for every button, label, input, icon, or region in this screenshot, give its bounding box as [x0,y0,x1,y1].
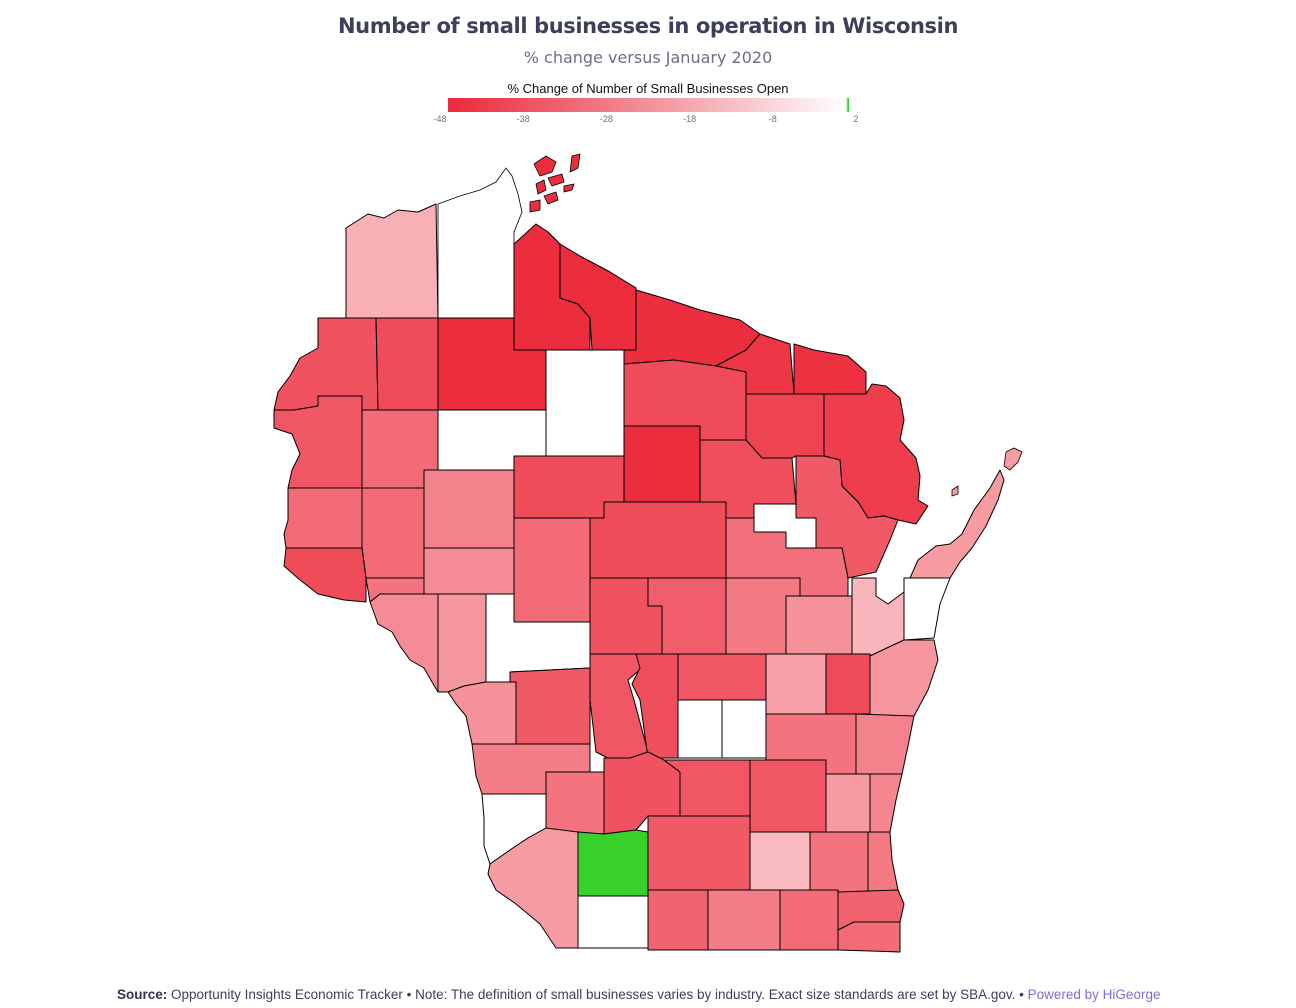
county-green-lake[interactable] [721,699,767,759]
county-kenosha[interactable] [837,921,901,953]
county-la-crosse[interactable] [447,681,517,745]
county-lafayette[interactable] [577,895,649,949]
county-island-ashland[interactable] [547,173,565,187]
county-outagamie[interactable] [785,595,853,655]
legend-tick-label: -8 [768,114,777,124]
county-forest[interactable] [745,393,825,459]
county-trempealeau[interactable] [437,593,487,693]
county-island-ashland[interactable] [535,179,547,195]
county-calumet[interactable] [825,653,871,715]
county-walworth[interactable] [779,889,839,951]
county-monroe[interactable] [509,667,591,745]
county-island-ashland[interactable] [533,155,557,177]
county-waushara[interactable] [677,653,767,701]
county-florence[interactable] [793,343,867,395]
county-ozaukee[interactable] [869,773,903,833]
county-jefferson[interactable] [749,831,811,891]
legend-title: % Change of Number of Small Businesses O… [507,81,789,96]
county-dodge[interactable] [749,759,827,833]
county-kewaunee[interactable] [903,577,951,641]
county-waukesha[interactable] [809,831,869,893]
legend-tick-label: -38 [516,114,530,124]
county-island-ashland[interactable] [563,183,575,193]
county-door[interactable] [909,469,1005,579]
county-clark[interactable] [513,517,591,623]
county-richland[interactable] [545,771,605,835]
county-rock[interactable] [707,889,781,951]
county-green[interactable] [647,889,709,951]
county-manitowoc[interactable] [869,639,939,717]
county-island-door[interactable] [1003,447,1023,471]
county-douglas[interactable] [345,203,439,319]
source-label: Source: [117,987,168,1002]
legend-tick-label: -48 [433,114,447,124]
chart-subtitle: % change versus January 2020 [523,48,773,67]
source-text: Opportunity Insights Economic Tracker • … [171,987,1024,1002]
county-chippewa[interactable] [423,469,515,549]
chart-title: Number of small businesses in operation … [337,14,959,38]
county-pierce[interactable] [283,547,367,603]
county-island-ashland[interactable] [543,191,559,205]
county-island-ashland[interactable] [569,153,581,173]
county-washburn[interactable] [375,317,439,411]
county-polk[interactable] [273,395,363,489]
county-eau-claire[interactable] [423,547,515,595]
county-dunn[interactable] [361,487,425,579]
legend-tick-label: -18 [683,114,697,124]
county-washington[interactable] [825,773,871,833]
county-lincoln[interactable] [623,425,701,503]
hi-george-link[interactable]: Powered by HiGeorge [1027,987,1161,1002]
map-region-bayfield-peninsula[interactable] [437,167,523,319]
legend-tick-label: 2 [853,114,859,124]
legend-ticks: -48 -38 -28 -18 -8 2 [0,114,1296,128]
county-island-door[interactable] [951,485,959,497]
county-marathon[interactable] [589,501,727,579]
county-marquette[interactable] [677,699,723,759]
county-buffalo[interactable] [369,593,439,693]
county-island-ashland[interactable] [529,199,541,213]
wisconsin-county-map [273,153,1023,953]
county-grant[interactable] [487,827,579,949]
county-winnebago[interactable] [765,653,827,715]
county-dane[interactable] [647,815,751,891]
county-st-croix[interactable] [283,487,363,549]
county-iowa[interactable] [577,829,649,897]
legend-tick-label: -28 [599,114,613,124]
footer: Source: Opportunity Insights Economic Tr… [117,987,1160,1002]
county-sheboygan[interactable] [855,713,915,775]
legend-color-bar [448,98,849,112]
county-price[interactable] [545,349,625,457]
county-milwaukee[interactable] [867,831,899,893]
